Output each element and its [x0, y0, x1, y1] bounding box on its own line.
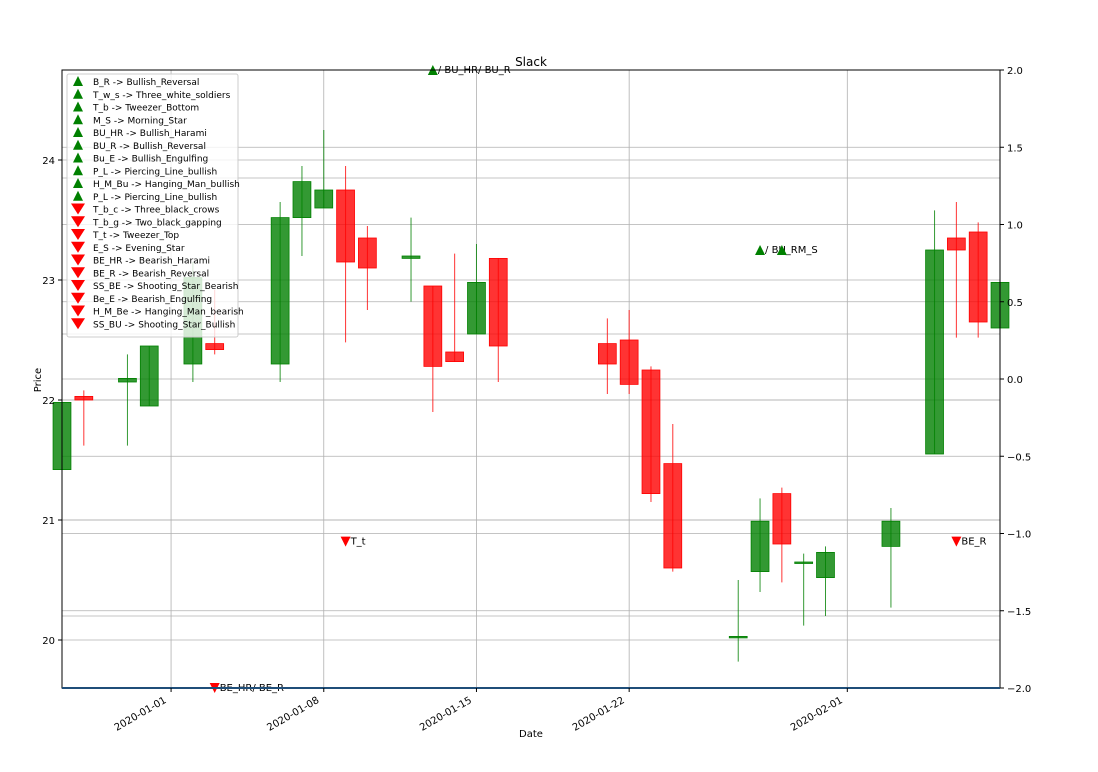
legend-bullish-marker: [73, 139, 83, 150]
y2-tick-label: −2.0: [1007, 684, 1031, 695]
legend-entry: P_L -> Piercing_Line_bullish: [93, 193, 217, 203]
y2-tick-label: −0.5: [1007, 452, 1031, 463]
legend-entry: Be_E -> Bearish_Engulfing: [93, 295, 212, 305]
legend-bearish-marker: [71, 305, 85, 317]
legend-entry: H_M_Bu -> Hanging_Man_bullish: [93, 180, 240, 190]
candle-body-down: [968, 231, 988, 323]
signal-label: T_t: [350, 537, 366, 548]
candle-body-up: [728, 636, 748, 639]
legend-bullish-marker: [73, 190, 83, 201]
candle-body-down: [619, 339, 639, 385]
legend-bullish-marker: [73, 114, 83, 125]
candle-body-up: [794, 561, 814, 564]
candle-body-up: [881, 520, 901, 547]
bullish-signal-marker: [755, 245, 766, 255]
legend-entry: B_R -> Bullish_Reversal: [93, 78, 199, 88]
legend-bullish-marker: [73, 88, 83, 99]
candle-body-up: [750, 520, 770, 573]
legend: B_R -> Bullish_Reversal T_w_s -> Three_wh…: [66, 73, 244, 338]
legend-entry: Bu_E -> Bullish_Engulfing: [93, 155, 208, 165]
legend-bearish-marker: [71, 229, 85, 240]
candle-body-down: [641, 369, 661, 494]
candle-body-down: [598, 343, 617, 365]
y2-tick-label: 0.5: [1007, 298, 1023, 309]
legend-bullish-marker: [73, 76, 83, 86]
legend-entry: BE_R -> Bearish_Reversal: [93, 269, 209, 279]
signal-label: BE_R: [961, 537, 986, 548]
y2-tick-label: 0.0: [1007, 375, 1023, 386]
legend-entry: BU_HR -> Bullish_Harami: [93, 129, 207, 139]
y2-tick-label: 1.5: [1007, 143, 1023, 154]
y-tick-label: 23: [42, 276, 55, 287]
legend-box: [66, 73, 239, 338]
legend-bearish-marker: [71, 241, 85, 253]
y2-tick-label: −1.0: [1007, 530, 1031, 541]
candle-body-up: [467, 281, 486, 335]
legend-entry: T_b -> Tweezer_Bottom: [92, 104, 199, 114]
legend-entry: T_w_s -> Three_white_soldiers: [92, 91, 231, 101]
candle-body-up: [292, 181, 312, 219]
y2-tick-label: 2.0: [1007, 66, 1023, 77]
candle-body-down: [205, 343, 225, 351]
x-axis-label: Date: [519, 729, 543, 740]
candle-body-up: [270, 217, 290, 365]
candle-body-down: [336, 189, 355, 263]
bearish-signal-marker: [340, 536, 351, 547]
legend-bullish-marker: [73, 165, 83, 176]
legend-bearish-marker: [71, 203, 85, 215]
secondary-y-axis-ticks: 2.0 1.5 1.0 0.5 0.0 −0.5 −1.0 −1.5 −2.0: [1000, 66, 1031, 695]
candle-body-up: [401, 255, 421, 259]
candle-body-down: [423, 285, 443, 367]
legend-bearish-marker: [71, 267, 85, 279]
y-tick-label: 24: [42, 156, 55, 167]
signal-label: / BU_RM_S: [765, 245, 818, 256]
legend-entry: BE_HR -> Bearish_Harami: [93, 257, 210, 267]
candle-body-down: [445, 351, 464, 362]
y2-tick-label: −1.5: [1007, 607, 1031, 618]
y-tick-label: 20: [42, 636, 55, 647]
legend-entry: T_t -> Tweezer_Top: [92, 231, 179, 241]
candle-body-up: [925, 249, 944, 455]
y2-tick-label: 1.0: [1007, 221, 1023, 232]
candles: [52, 130, 1010, 662]
legend-bearish-marker: [71, 254, 85, 266]
candle-body-down: [663, 463, 683, 569]
legend-bearish-marker: [71, 280, 85, 291]
legend-entry: P_L -> Piercing_Line_bullish: [93, 167, 217, 177]
chart-title: Slack: [515, 55, 547, 69]
legend-entry: SS_BE -> Shooting_Star_Bearish: [93, 282, 238, 292]
y-axis-label: Price: [33, 368, 44, 392]
bearish-signal-marker: [951, 536, 962, 547]
legend-entry: H_M_Be -> Hanging_Man_bearish: [93, 308, 244, 318]
legend-bullish-marker: [73, 178, 83, 188]
y-tick-label: 22: [42, 396, 55, 407]
candle-body-up: [816, 552, 835, 579]
legend-bearish-marker: [71, 216, 85, 228]
legend-entry: M_S -> Morning_Star: [93, 116, 187, 126]
candle-body-down: [358, 237, 377, 269]
bullish-signal-marker: [776, 245, 787, 255]
legend-bullish-marker: [73, 127, 83, 137]
legend-entry: T_b_g -> Two_black_gapping: [92, 218, 222, 228]
candle-body-down: [74, 395, 94, 401]
candle-body-down: [772, 493, 792, 545]
y-tick-label: 21: [42, 516, 55, 527]
legend-bearish-marker: [71, 318, 85, 330]
legend-entry: SS_BU -> Shooting_Star_Bullish: [93, 320, 235, 330]
legend-entry: T_b_c -> Three_black_crows: [92, 206, 220, 216]
legend-bearish-marker: [71, 292, 85, 304]
legend-bullish-marker: [73, 101, 83, 112]
y-axis-ticks: 20 21 22 23 24: [42, 156, 62, 647]
candle-body-up: [139, 345, 159, 407]
candle-body-up: [118, 377, 137, 383]
candle-body-down: [488, 257, 508, 347]
legend-bullish-marker: [73, 152, 83, 163]
legend-entry: E_S -> Evening_Star: [93, 244, 185, 254]
candle-body-down: [947, 237, 966, 251]
legend-entry: BU_R -> Bullish_Reversal: [93, 142, 206, 152]
candle-body-up: [314, 189, 334, 209]
